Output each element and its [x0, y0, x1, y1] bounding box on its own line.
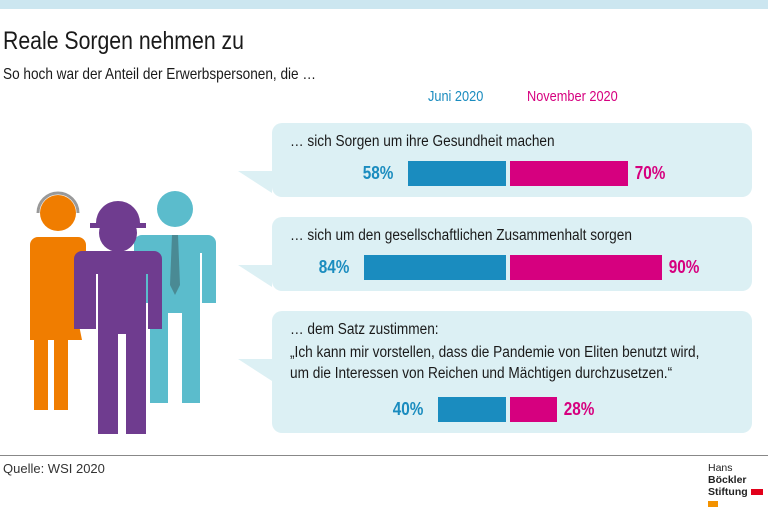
quote-line: um die Interessen von Reichen und Mächti… — [290, 365, 673, 382]
label-juni: 84% — [318, 257, 350, 277]
label-november: 28% — [564, 399, 595, 419]
bar-november — [510, 161, 629, 186]
footer-divider — [0, 455, 768, 456]
bar-juni — [407, 161, 506, 186]
label-juni: 40% — [393, 399, 424, 419]
bar-november — [510, 397, 558, 422]
chart-title: Reale Sorgen nehmen zu — [3, 27, 245, 55]
hans-boeckler-logo: Hans Böckler Stiftung — [708, 462, 768, 510]
question-bubble: … sich Sorgen um ihre Gesundheit machen 5… — [238, 123, 752, 197]
question-bubble: … dem Satz zustimmen: „Ich kann mir vorst… — [238, 311, 752, 433]
top-band — [0, 0, 768, 9]
label-november: 90% — [668, 257, 700, 277]
person-teal-icon — [134, 191, 216, 403]
source-note: Quelle: WSI 2020 — [3, 461, 105, 476]
person-purple-icon — [74, 201, 162, 434]
question-text: … sich um den gesellschaftlichen Zusamme… — [290, 227, 632, 244]
question-text: … dem Satz zustimmen: — [290, 321, 439, 338]
people-illustration — [30, 191, 216, 434]
legend-juni: Juni 2020 — [428, 88, 484, 105]
quote-line: „Ich kann mir vorstellen, dass die Pande… — [290, 344, 700, 361]
label-juni: 58% — [362, 163, 394, 183]
bar-juni — [364, 255, 506, 280]
question-bubble: … sich um den gesellschaftlichen Zusamme… — [238, 217, 752, 291]
label-november: 70% — [634, 163, 666, 183]
legend-november: November 2020 — [527, 88, 618, 105]
question-text: … sich Sorgen um ihre Gesundheit machen — [290, 133, 555, 150]
bar-juni — [438, 397, 506, 422]
bar-november — [510, 255, 663, 280]
chart-subtitle: So hoch war der Anteil der Erwerbsperson… — [3, 66, 316, 83]
person-orange-icon — [30, 191, 86, 410]
